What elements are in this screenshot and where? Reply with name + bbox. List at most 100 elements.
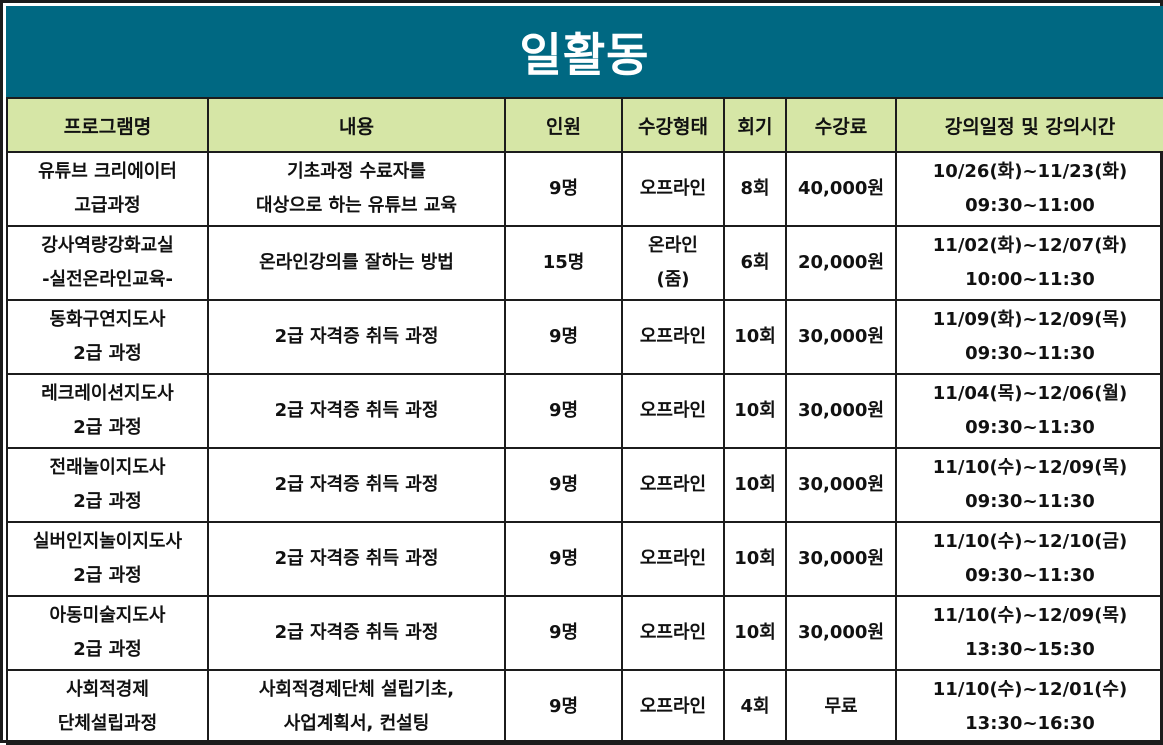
cell-people: 9명 [504,151,623,227]
cell-program-line: 레크레이션지도사 [41,383,174,404]
cell-schedule: 11/10(수)~12/09(목) 09:30~11:30 [895,447,1163,523]
cell-content: 2급 자격증 취득 과정 [207,299,506,375]
cell-format-line: 오프라인 [639,400,707,421]
cell-format-line: (줌) [656,269,690,290]
cell-program-line: -실전온라인교육- [42,269,173,290]
cell-sessions: 6회 [723,225,787,301]
header-sessions: 회기 [723,97,787,153]
cell-program-line: 2급 과정 [73,639,142,660]
cell-schedule-line: 11/02(화)~12/07(화) [932,235,1128,256]
cell-content-line: 2급 자격증 취득 과정 [274,622,439,643]
cell-content: 2급 자격증 취득 과정 [207,447,506,523]
cell-format: 오프라인 [621,299,725,375]
table-row: 전래놀이지도사 2급 과정 2급 자격증 취득 과정 9명 오프라인 10회 30,000원… [6,447,1163,523]
cell-schedule-line: 11/10(수)~12/01(수) [932,679,1128,700]
cell-format-line: 오프라인 [639,696,707,717]
table-row: 실버인지놀이지도사 2급 과정 2급 자격증 취득 과정 9명 오프라인 10회 30,00… [6,521,1163,597]
cell-people: 9명 [504,447,623,523]
cell-content-line: 2급 자격증 취득 과정 [274,474,439,495]
cell-program: 강사역량강화교실 -실전온라인교육- [6,225,209,301]
cell-format: 오프라인 [621,521,725,597]
cell-content: 2급 자격증 취득 과정 [207,595,506,671]
cell-sessions: 8회 [723,151,787,227]
cell-sessions: 10회 [723,299,787,375]
cell-schedule-line: 09:30~11:30 [965,343,1095,364]
cell-schedule-line: 13:30~15:30 [965,639,1095,660]
cell-schedule: 11/09(화)~12/09(목) 09:30~11:30 [895,299,1163,375]
cell-content-line: 2급 자격증 취득 과정 [274,548,439,569]
table-header-row: 프로그램명 내용 인원 수강형태 회기 수강료 강의일정 및 강의시간 [6,97,1163,153]
cell-schedule: 11/10(수)~12/01(수) 13:30~16:30 [895,669,1163,745]
table-row: 동화구연지도사 2급 과정 2급 자격증 취득 과정 9명 오프라인 10회 30,000원… [6,299,1163,375]
cell-people: 9명 [504,521,623,597]
cell-content: 2급 자격증 취득 과정 [207,373,506,449]
cell-schedule-line: 11/09(화)~12/09(목) [932,309,1128,330]
cell-program-line: 2급 과정 [73,417,142,438]
cell-program-line: 전래놀이지도사 [49,457,166,478]
cell-program-line: 아동미술지도사 [49,605,166,626]
cell-program-line: 2급 과정 [73,343,142,364]
cell-program: 동화구연지도사 2급 과정 [6,299,209,375]
cell-program-line: 단체설립과정 [57,713,158,734]
cell-program-line: 사회적경제 [66,679,149,700]
cell-schedule-line: 10/26(화)~11/23(화) [932,161,1128,182]
cell-format: 온라인 (줌) [621,225,725,301]
cell-content-line: 온라인강의를 잘하는 방법 [259,252,454,273]
cell-sessions: 10회 [723,373,787,449]
cell-schedule: 11/04(목)~12/06(월) 09:30~11:30 [895,373,1163,449]
cell-content-line: 기초과정 수료자를 [287,161,426,182]
cell-sessions: 10회 [723,521,787,597]
cell-program-line: 실버인지놀이지도사 [32,531,183,552]
table-row: 아동미술지도사 2급 과정 2급 자격증 취득 과정 9명 오프라인 10회 30,000원… [6,595,1163,671]
program-schedule-table: 프로그램명 내용 인원 수강형태 회기 수강료 강의일정 및 강의시간 유튜브 … [6,97,1163,745]
cell-content-line: 사회적경제단체 설립기초, [258,679,455,700]
header-format: 수강형태 [621,97,725,153]
cell-content-line: 대상으로 하는 유튜브 교육 [256,195,457,216]
page-title: 일활동 [519,27,650,82]
cell-format: 오프라인 [621,595,725,671]
cell-content: 온라인강의를 잘하는 방법 [207,225,506,301]
cell-content: 사회적경제단체 설립기초, 사업계획서, 컨설팅 [207,669,506,745]
table-row: 사회적경제 단체설립과정 사회적경제단체 설립기초, 사업계획서, 컨설팅 9명 오프라인… [6,669,1163,745]
cell-schedule-line: 11/10(수)~12/09(목) [932,457,1128,478]
cell-program: 전래놀이지도사 2급 과정 [6,447,209,523]
header-program: 프로그램명 [6,97,209,153]
cell-program: 실버인지놀이지도사 2급 과정 [6,521,209,597]
cell-sessions: 10회 [723,595,787,671]
cell-schedule: 11/02(화)~12/07(화) 10:00~11:30 [895,225,1163,301]
cell-format-line: 오프라인 [639,178,707,199]
cell-program-line: 동화구연지도사 [49,309,166,330]
cell-program-line: 유튜브 크리에이터 [38,161,177,182]
cell-fee: 40,000원 [785,151,897,227]
table-row: 강사역량강화교실 -실전온라인교육- 온라인강의를 잘하는 방법 15명 온라인 (줌) 6… [6,225,1163,301]
header-fee: 수강료 [785,97,897,153]
header-schedule: 강의일정 및 강의시간 [895,97,1163,153]
cell-schedule-line: 10:00~11:30 [965,269,1095,290]
cell-program-line: 강사역량강화교실 [41,235,174,256]
cell-fee: 30,000원 [785,299,897,375]
cell-people: 15명 [504,225,623,301]
cell-fee: 30,000원 [785,521,897,597]
cell-format-line: 오프라인 [639,622,707,643]
cell-people: 9명 [504,595,623,671]
cell-format: 오프라인 [621,447,725,523]
cell-program-line: 고급과정 [74,195,141,216]
cell-schedule: 11/10(수)~12/10(금) 09:30~11:30 [895,521,1163,597]
cell-format: 오프라인 [621,373,725,449]
cell-format-line: 오프라인 [639,548,707,569]
cell-program-line: 2급 과정 [73,491,142,512]
cell-schedule-line: 09:30~11:30 [965,491,1095,512]
cell-schedule-line: 09:30~11:30 [965,565,1095,586]
cell-fee: 무료 [785,669,897,745]
cell-schedule-line: 11/10(수)~12/10(금) [932,531,1128,552]
cell-content-line: 사업계획서, 컨설팅 [283,713,430,734]
title-bar: 일활동 [6,6,1163,97]
cell-schedule-line: 09:30~11:30 [965,417,1095,438]
cell-schedule-line: 09:30~11:00 [965,195,1095,216]
cell-schedule-line: 11/10(수)~12/09(목) [932,605,1128,626]
cell-fee: 30,000원 [785,447,897,523]
table-body: 유튜브 크리에이터 고급과정 기초과정 수료자를 대상으로 하는 유튜브 교육 9명 오프… [6,151,1163,745]
